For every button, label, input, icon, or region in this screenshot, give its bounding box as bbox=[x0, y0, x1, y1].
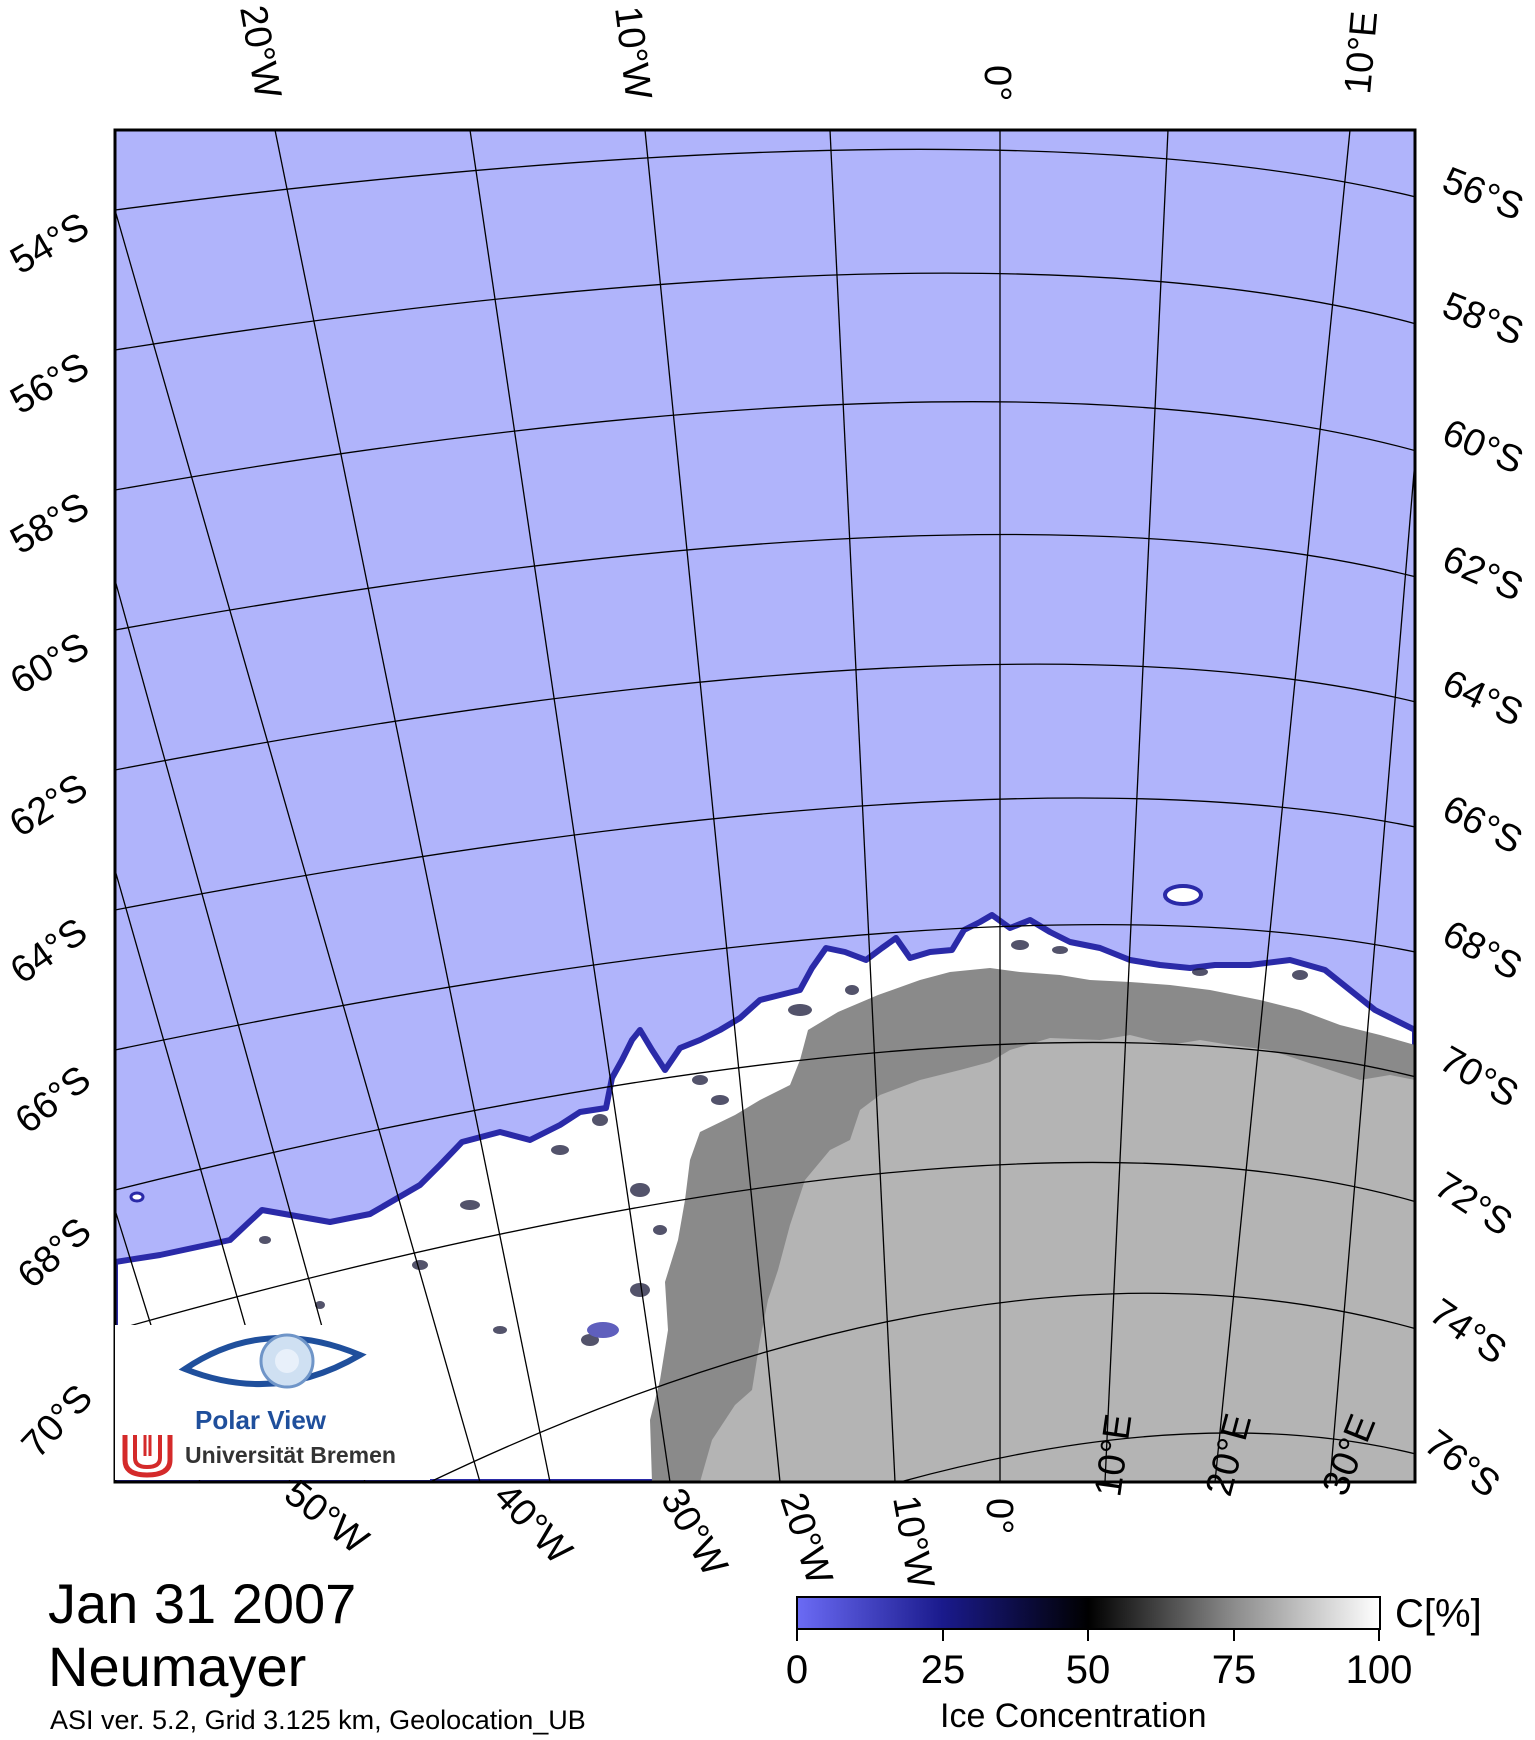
colorbar-tick-label: 50 bbox=[1065, 1648, 1111, 1692]
lat-label-left: 54°S bbox=[4, 205, 97, 283]
lat-label-left: 68°S bbox=[10, 1210, 100, 1297]
eye-logo-icon bbox=[178, 1333, 367, 1389]
colorbar-tick-label: 0 bbox=[785, 1648, 809, 1692]
lat-label-left: 62°S bbox=[3, 766, 95, 846]
lat-label-right: 66°S bbox=[1436, 788, 1529, 863]
lat-label-right: 74°S bbox=[1422, 1291, 1514, 1373]
lat-label-right: 60°S bbox=[1436, 412, 1529, 483]
ice-patches bbox=[259, 940, 1308, 1346]
colorbar-title: Ice Concentration bbox=[940, 1697, 1207, 1735]
colorbar bbox=[796, 1596, 1381, 1630]
lon-label-top: 0° bbox=[976, 65, 1018, 101]
colorbar-tick-label: 75 bbox=[1211, 1648, 1257, 1692]
colorbar-unit: C[%] bbox=[1395, 1592, 1482, 1636]
lon-label-bottom: 30°W bbox=[652, 1482, 735, 1584]
lat-label-right: 68°S bbox=[1436, 913, 1529, 989]
lat-label-right: 62°S bbox=[1436, 538, 1529, 610]
lon-label-bottom: 40°W bbox=[485, 1475, 579, 1572]
lat-label-left: 60°S bbox=[4, 625, 97, 703]
lat-label-right: 58°S bbox=[1437, 284, 1530, 354]
lat-label-left: 70°S bbox=[14, 1377, 101, 1466]
iceberg-floe bbox=[129, 1191, 145, 1203]
lat-label-left: 56°S bbox=[4, 345, 97, 423]
station-name: Neumayer bbox=[48, 1635, 307, 1698]
university-seal-icon bbox=[122, 1435, 173, 1478]
lat-label-right: 56°S bbox=[1437, 159, 1530, 229]
lat-label-left: 66°S bbox=[8, 1058, 99, 1142]
lat-label-right: 72°S bbox=[1427, 1164, 1519, 1244]
lat-label-right: 70°S bbox=[1433, 1038, 1526, 1116]
graticule-meridians bbox=[115, 130, 1415, 1482]
lon-label-top: 10°W bbox=[606, 4, 659, 102]
logo-institution: Universität Bremen bbox=[185, 1442, 396, 1468]
graticule-parallels bbox=[115, 148, 1415, 1482]
lon-label-bottom: 10°W bbox=[884, 1492, 942, 1591]
colorbar-tick-label: 25 bbox=[920, 1648, 966, 1692]
lat-label-left: 64°S bbox=[3, 910, 95, 992]
logo-title: Polar View bbox=[195, 1405, 327, 1435]
lon-label-bottom: 50°W bbox=[276, 1472, 376, 1563]
colorbar-ticks bbox=[796, 1629, 1380, 1641]
lon-label-top: 20°W bbox=[231, 2, 289, 101]
iceberg-floe bbox=[1163, 884, 1203, 906]
lon-label-bottom: 0° bbox=[978, 1498, 1020, 1534]
processing-footnote: ASI ver. 5.2, Grid 3.125 km, Geolocation… bbox=[50, 1705, 586, 1735]
map-frame bbox=[113, 128, 1417, 1484]
colorbar-tick-label: 100 bbox=[1345, 1648, 1413, 1692]
lon-label-bottom: 20°W bbox=[771, 1488, 840, 1590]
map-date: Jan 31 2007 bbox=[48, 1572, 357, 1635]
logo-polar-view: Polar View Universität Bremen bbox=[115, 1325, 430, 1480]
lon-label-top: 10°E bbox=[1337, 10, 1386, 96]
lat-label-left: 58°S bbox=[4, 485, 97, 563]
lat-label-right: 64°S bbox=[1436, 662, 1529, 735]
lat-label-right: 76°S bbox=[1416, 1422, 1507, 1506]
